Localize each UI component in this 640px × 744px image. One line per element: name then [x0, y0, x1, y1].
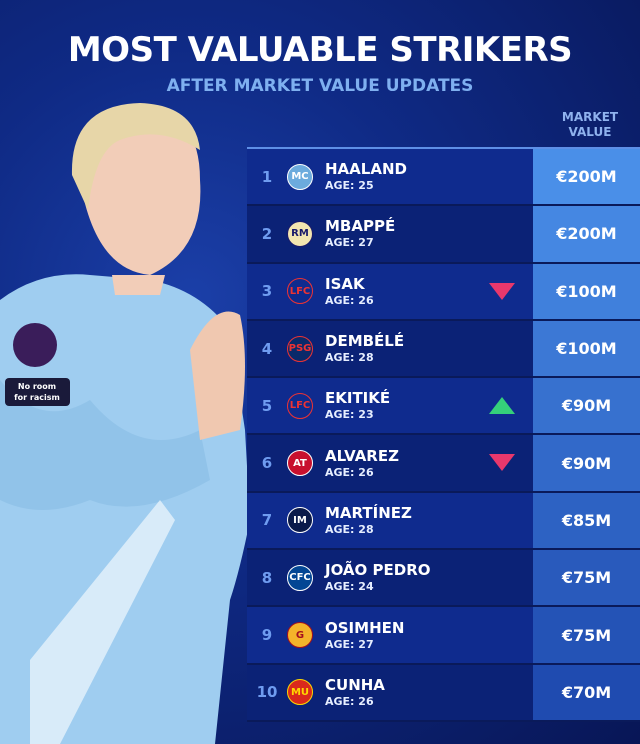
rank: 4 [261, 339, 273, 358]
page-subtitle: AFTER MARKET VALUE UPDATES [166, 76, 474, 96]
table-row: 7 IM MARTÍNEZ AGE: 28 €85M [247, 492, 640, 551]
header-line-2: VALUE [568, 125, 612, 139]
rank: 5 [261, 396, 273, 415]
trend-down-icon [489, 282, 515, 300]
rankings-table: 1 MC HAALAND AGE: 25 €200M 2 RM MBAPPÉ AG… [247, 147, 640, 722]
table-row: 9 G OSIMHEN AGE: 27 €75M [247, 607, 640, 665]
player-name: HAALAND [325, 160, 407, 179]
player-name: OSIMHEN [325, 618, 405, 637]
player-age: AGE: 28 [325, 351, 374, 365]
market-value: €100M [533, 263, 640, 319]
market-value: €70M [533, 664, 640, 720]
player-age: AGE: 25 [325, 179, 374, 193]
man-united-crest-icon: MU [287, 679, 313, 706]
rank: 6 [261, 454, 273, 473]
market-value: €75M [533, 607, 640, 663]
man-city-crest-icon: MC [287, 163, 313, 190]
market-value: €90M [533, 435, 640, 491]
market-value-header: MARKET VALUE [540, 110, 640, 140]
atletico-madrid-crest-icon: AT [287, 450, 313, 477]
player-age: AGE: 26 [325, 694, 374, 708]
player-name: MBAPPÉ [325, 217, 396, 236]
table-row: 8 CFC JOÃO PEDRO AGE: 24 €75M [247, 550, 640, 608]
svg-text:for racism: for racism [14, 393, 60, 402]
header-line-1: MARKET [561, 110, 619, 124]
rank: 7 [261, 511, 273, 530]
trend-up-icon [489, 397, 515, 415]
galatasaray-crest-icon: G [287, 622, 313, 649]
market-value: €75M [533, 550, 640, 606]
rank: 9 [261, 626, 273, 645]
rank: 8 [261, 568, 273, 587]
rank: 1 [261, 167, 273, 186]
player-name: ISAK [325, 274, 365, 293]
market-value: €200M [533, 149, 640, 205]
chelsea-crest-icon: CFC [287, 564, 313, 591]
player-name: CUNHA [325, 675, 385, 694]
player-name: ALVAREZ [325, 446, 399, 465]
player-age: AGE: 26 [325, 293, 374, 307]
trend-down-icon [489, 454, 515, 472]
market-value: €100M [533, 320, 640, 377]
real-madrid-crest-icon: RM [287, 220, 313, 247]
player-age: AGE: 24 [325, 580, 374, 594]
player-age: AGE: 23 [325, 408, 374, 422]
player-age: AGE: 27 [325, 236, 374, 250]
player-name: EKITIKÉ [325, 389, 391, 408]
table-row: 2 RM MBAPPÉ AGE: 27 €200M [247, 206, 640, 264]
player-name: MARTÍNEZ [325, 503, 412, 522]
svg-text:No room: No room [18, 382, 56, 391]
rank: 10 [256, 683, 278, 702]
market-value: €90M [533, 378, 640, 434]
table-row: 10 MU CUNHA AGE: 26 €70M [247, 664, 640, 722]
inter-crest-icon: IM [287, 507, 313, 534]
market-value: €200M [533, 206, 640, 262]
table-row: 5 LFC EKITIKÉ AGE: 23 €90M [247, 378, 640, 436]
player-age: AGE: 27 [325, 637, 374, 651]
player-age: AGE: 26 [325, 465, 374, 479]
table-row: 6 AT ALVAREZ AGE: 26 €90M [247, 435, 640, 493]
player-age: AGE: 28 [325, 522, 374, 536]
rank: 3 [261, 282, 273, 301]
table-row: 1 MC HAALAND AGE: 25 €200M [247, 149, 640, 207]
table-row: 3 LFC ISAK AGE: 26 €100M [247, 263, 640, 321]
liverpool-crest-icon: LFC [287, 392, 313, 419]
market-value: €85M [533, 492, 640, 549]
page-title: MOST VALUABLE STRIKERS [67, 30, 573, 70]
player-name: DEMBÉLÉ [325, 332, 405, 351]
player-name: JOÃO PEDRO [325, 561, 431, 580]
liverpool-crest-icon: LFC [287, 278, 313, 305]
table-row: 4 PSG DEMBÉLÉ AGE: 28 €100M [247, 320, 640, 379]
psg-crest-icon: PSG [287, 335, 313, 362]
rank: 2 [261, 224, 273, 243]
player-photo: No room for racism [0, 103, 250, 744]
